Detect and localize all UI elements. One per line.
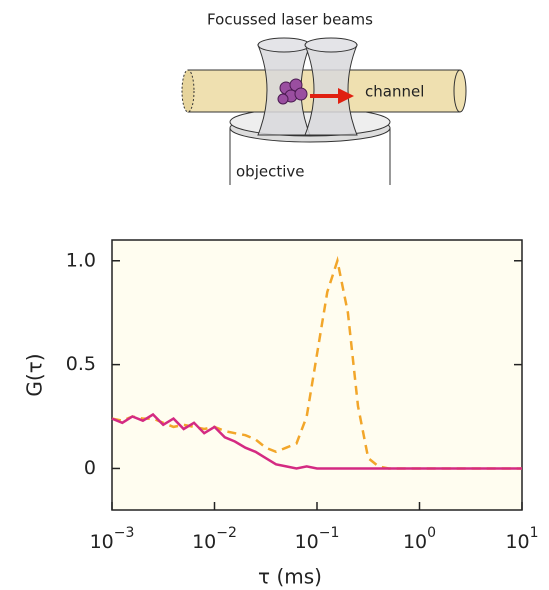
setup-diagram: Focussed laser beams channel objective (181, 11, 467, 185)
laser-beam (304, 44, 358, 136)
y-tick-label: 0 (84, 457, 96, 479)
diagram-title: Focussed laser beams (207, 11, 373, 29)
channel-end (181, 69, 195, 113)
molecule (277, 78, 308, 105)
objective-label: objective (236, 163, 305, 181)
x-tick-label: 10−1 (295, 525, 340, 553)
x-tick-label: 100 (403, 525, 436, 553)
plot: 0 0.5 1.0 10−3 10−2 10−1 100 101 (66, 249, 539, 552)
data-line (111, 412, 522, 470)
channel-label: channel (365, 83, 424, 101)
y-axis-label: G(τ) (23, 353, 47, 396)
x-tick-label: 10−3 (90, 525, 135, 553)
x-tick-label: 10−2 (192, 525, 237, 553)
x-tick-label: 101 (505, 525, 538, 553)
channel-end (453, 69, 467, 113)
data-line (111, 255, 522, 470)
x-axis-label: τ (ms) (258, 565, 322, 589)
beam-top (257, 37, 311, 53)
objective-body (229, 128, 391, 185)
y-tick-label: 0.5 (66, 353, 96, 375)
beam-top (304, 37, 358, 53)
flow-arrow-head (338, 88, 354, 104)
y-tick-label: 1.0 (66, 249, 96, 271)
